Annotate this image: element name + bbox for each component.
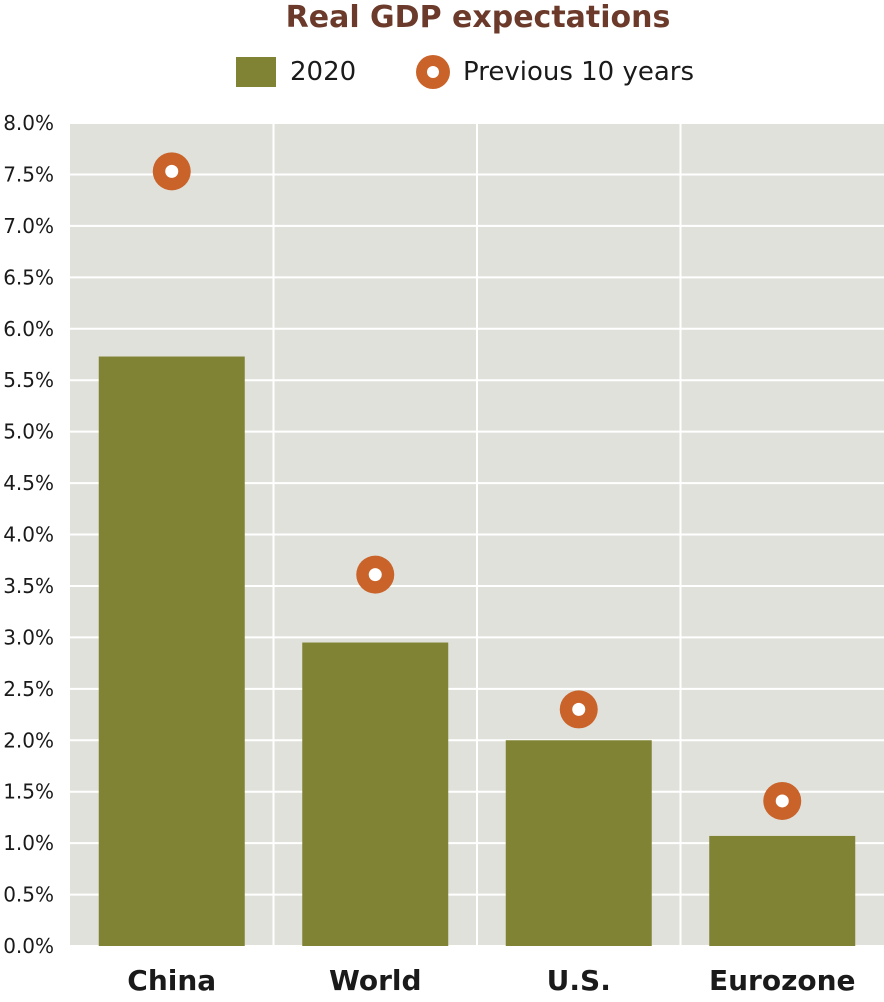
marker-center [775, 794, 789, 808]
y-tick-label: 1.0% [3, 831, 54, 855]
y-tick-label: 7.0% [3, 214, 54, 238]
y-tick-label: 6.0% [3, 317, 54, 341]
y-tick-label: 7.5% [3, 162, 54, 186]
legend-swatch-previous-10-years-center [427, 66, 439, 78]
marker-world [356, 555, 395, 594]
marker-us [559, 690, 598, 729]
bar-china [98, 356, 245, 946]
y-tick-label: 5.5% [3, 368, 54, 392]
marker-center [165, 164, 179, 178]
marker-center [368, 568, 382, 582]
marker-china [152, 152, 191, 191]
y-tick-label: 4.5% [3, 471, 54, 495]
category-label: U.S. [547, 964, 611, 997]
y-tick-label: 0.0% [3, 934, 54, 958]
y-tick-label: 1.5% [3, 780, 54, 804]
bar-us [505, 740, 652, 946]
legend: 2020 Previous 10 years [236, 55, 694, 89]
y-tick-label: 8.0% [3, 111, 54, 135]
marker-center [572, 702, 586, 716]
y-tick-label: 3.5% [3, 574, 54, 598]
bar-series [98, 356, 856, 946]
category-label: Eurozone [709, 964, 856, 997]
y-tick-label: 2.0% [3, 728, 54, 752]
chart-title: Real GDP expectations [285, 0, 671, 35]
y-tick-label: 2.5% [3, 677, 54, 701]
category-label: World [329, 964, 422, 997]
y-tick-label: 3.0% [3, 625, 54, 649]
y-axis-ticks: 0.0% 0.5% 1.0% 1.5% 2.0% 2.5% 3.0% 3.5% 4.0% 4.5%… [3, 111, 54, 958]
y-tick-label: 0.5% [3, 883, 54, 907]
marker-eurozone [763, 781, 802, 820]
y-tick-label: 6.5% [3, 265, 54, 289]
category-label: China [127, 964, 216, 997]
legend-swatch-2020 [236, 57, 276, 87]
legend-label-2020: 2020 [290, 57, 356, 87]
y-tick-label: 4.0% [3, 523, 54, 547]
bar-eurozone [709, 835, 856, 946]
x-axis-categories: China World U.S. Eurozone [127, 964, 855, 997]
legend-label-previous-10-years: Previous 10 years [463, 57, 694, 87]
y-tick-label: 5.0% [3, 420, 54, 444]
marker-series [152, 152, 802, 820]
bar-world [302, 642, 449, 946]
